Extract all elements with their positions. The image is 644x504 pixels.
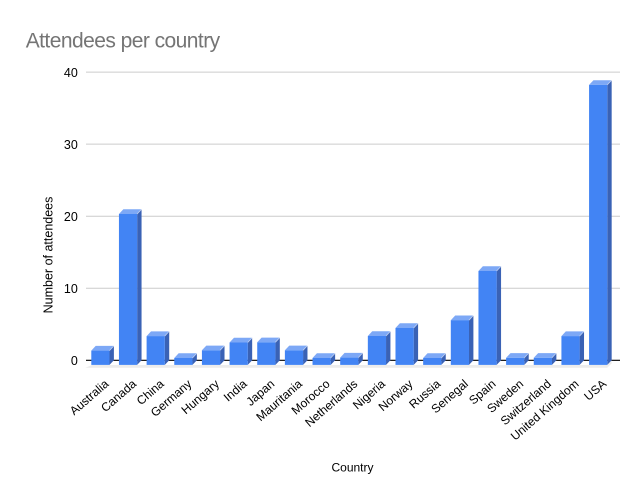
svg-text:0: 0 — [71, 354, 78, 368]
svg-text:Number of attendees: Number of attendees — [41, 197, 55, 314]
svg-text:10: 10 — [64, 282, 78, 296]
svg-text:40: 40 — [64, 66, 78, 80]
svg-text:30: 30 — [64, 138, 78, 152]
svg-text:20: 20 — [64, 210, 78, 224]
svg-text:Attendees per country: Attendees per country — [26, 30, 221, 53]
svg-text:Country: Country — [331, 460, 373, 474]
